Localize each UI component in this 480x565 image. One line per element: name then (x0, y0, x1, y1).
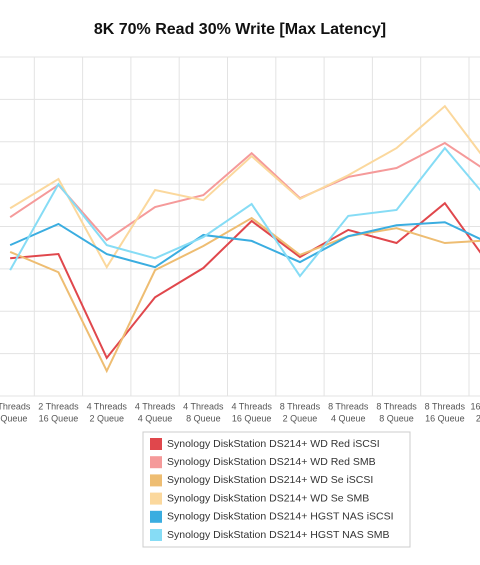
x-tick-label: 2 Threads (38, 401, 79, 411)
x-tick-label: 4 Queue (138, 413, 173, 423)
legend-box (142, 431, 411, 548)
series-line (10, 201, 480, 360)
legend-label: Synology DiskStation DS214+ WD Red SMB (167, 456, 376, 468)
x-tick-label: 2 Queue (283, 413, 318, 423)
legend-swatch (150, 474, 162, 487)
x-tick-label: 2 Threads (0, 401, 31, 411)
legend-swatch (150, 456, 162, 469)
series-line (9, 146, 480, 278)
x-tick-label: 8 Threads (280, 401, 321, 411)
legend-label: Synology DiskStation DS214+ HGST NAS SMB (167, 529, 389, 541)
legend-swatch (150, 529, 162, 541)
chart-title: 8K 70% Read 30% Write [Max Latency] (94, 21, 386, 38)
legend-swatch (150, 492, 162, 505)
series-line (9, 141, 480, 242)
legend-swatch (150, 438, 162, 450)
x-tick-label: 2 Queue (89, 413, 124, 423)
x-tick-label: 16 Queue (39, 413, 79, 423)
x-tick-label: 16 Queue (232, 413, 272, 423)
x-tick-label: 16 Threads (470, 401, 480, 411)
series-line (9, 216, 480, 374)
x-tick-label: 4 Threads (87, 401, 128, 411)
legend-swatch (150, 510, 162, 523)
x-tick-label: 4 Threads (231, 401, 272, 411)
x-tick-label: 2 Queue (476, 413, 480, 423)
x-tick-label: 4 Threads (135, 401, 176, 411)
x-tick-label: 8 Threads (376, 401, 417, 411)
x-tick-label: 8 Queue (379, 413, 414, 423)
x-tick-label: 4 Threads (183, 401, 224, 411)
legend-label: Synology DiskStation DS214+ WD Se iSCSI (167, 474, 373, 486)
legend-label: Synology DiskStation DS214+ HGST NAS iSC… (167, 511, 394, 523)
x-tick-label: 16 Queue (425, 413, 465, 423)
series-line (9, 104, 480, 270)
x-tick-label: 8 Threads (425, 401, 466, 411)
x-tick-label: 8 Queue (0, 413, 27, 423)
x-tick-label: 8 Threads (328, 401, 369, 411)
legend-label: Synology DiskStation DS214+ WD Se SMB (167, 492, 369, 504)
legend-label: Synology DiskStation DS214+ WD Red iSCSI (167, 438, 380, 450)
series-line (9, 221, 480, 269)
x-tick-label: 4 Queue (331, 413, 366, 423)
x-tick-label: 8 Queue (186, 413, 221, 423)
